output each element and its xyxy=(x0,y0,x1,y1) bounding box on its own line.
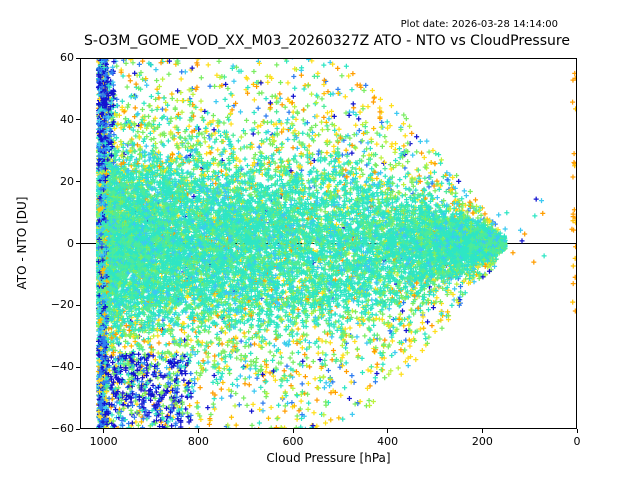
scatter-canvas xyxy=(81,59,576,428)
y-tick-label: 60 xyxy=(60,51,74,64)
x-axis-label: Cloud Pressure [hPa] xyxy=(266,451,391,465)
x-tick-mark xyxy=(481,429,483,433)
plot-area xyxy=(80,58,577,429)
y-tick-label: 0 xyxy=(67,236,74,250)
x-tick-label: 800 xyxy=(187,435,209,448)
x-tick-label: 1000 xyxy=(89,435,118,448)
y-tick-mark xyxy=(76,119,80,121)
x-tick-label: 600 xyxy=(282,435,304,448)
x-tick-mark xyxy=(292,429,294,433)
y-tick-mark xyxy=(76,366,80,368)
plot-date: Plot date: 2026-03-28 14:14:00 xyxy=(400,19,558,30)
x-tick-label: 0 xyxy=(573,435,581,448)
y-tick-label: 40 xyxy=(60,112,74,126)
x-tick-label: 200 xyxy=(471,435,493,448)
y-tick-label: −40 xyxy=(50,360,74,374)
x-tick-label: 400 xyxy=(377,435,399,448)
y-tick-label: −20 xyxy=(50,298,74,312)
y-tick-label: −60 xyxy=(50,422,74,435)
x-tick-mark xyxy=(103,429,105,433)
x-tick-mark xyxy=(197,429,199,433)
y-tick-mark xyxy=(76,57,80,59)
y-axis-label: ATO - NTO [DU] xyxy=(15,196,29,290)
plot-title: S-O3M_GOME_VOD_XX_M03_20260327Z ATO - NT… xyxy=(84,33,570,49)
y-tick-mark xyxy=(76,181,80,183)
y-tick-label: 20 xyxy=(60,174,74,188)
y-tick-mark xyxy=(76,428,80,430)
y-tick-mark xyxy=(76,243,80,244)
x-tick-mark xyxy=(387,429,389,433)
y-tick-mark xyxy=(76,304,80,306)
x-tick-mark xyxy=(576,429,578,433)
